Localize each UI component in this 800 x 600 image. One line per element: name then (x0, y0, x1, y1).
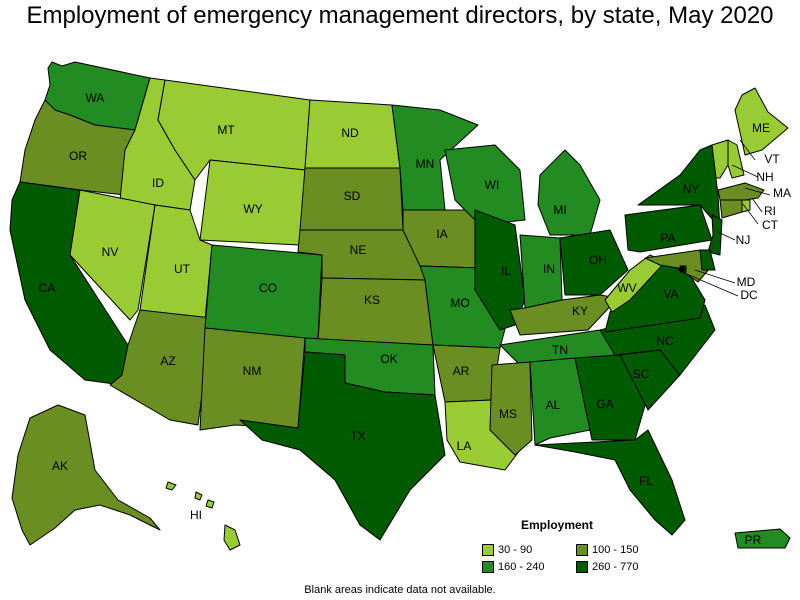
state-label-tn: TN (552, 343, 568, 357)
state-label-ny: NY (683, 182, 700, 196)
state-label-nv: NV (102, 245, 119, 259)
state-label-ca: CA (39, 281, 56, 295)
state-label-wi: WI (485, 178, 500, 192)
state-nv[interactable] (69, 189, 156, 321)
state-mi[interactable] (537, 149, 601, 236)
state-label-sc: SC (633, 367, 650, 381)
state-label-id: ID (152, 176, 164, 190)
state-label-vt: VT (764, 152, 780, 166)
state-label-ne: NE (350, 243, 367, 257)
state-label-pr: PR (745, 533, 762, 547)
state-de[interactable] (699, 249, 716, 271)
state-in[interactable] (519, 234, 563, 309)
state-label-ky: KY (572, 304, 588, 318)
legend-label: 160 - 240 (498, 561, 545, 573)
state-label-wv: WV (617, 281, 636, 295)
state-il[interactable] (474, 209, 526, 331)
state-al[interactable] (529, 357, 591, 446)
state-ri[interactable] (741, 199, 751, 213)
state-wi[interactable] (444, 144, 526, 226)
state-label-ct: CT (762, 218, 779, 232)
legend-label: 30 - 90 (498, 544, 533, 556)
legend-label: 260 - 770 (592, 561, 639, 573)
state-label-mn: MN (416, 157, 435, 171)
state-label-hi: HI (190, 508, 202, 522)
state-label-co: CO (259, 281, 277, 295)
state-ct[interactable] (719, 199, 743, 219)
state-label-nm: NM (243, 364, 262, 378)
state-nh[interactable] (727, 139, 745, 179)
state-label-nj: NJ (736, 233, 751, 247)
state-label-in: IN (543, 262, 555, 276)
state-label-ar: AR (453, 364, 470, 378)
dc-marker-dot (679, 266, 685, 272)
state-nj[interactable] (707, 214, 723, 256)
state-vt[interactable] (711, 139, 729, 179)
state-pr[interactable] (734, 528, 791, 549)
state-label-pa: PA (660, 231, 675, 245)
legend-swatch (576, 544, 588, 556)
legend-item: 260 - 770 (576, 561, 670, 573)
state-label-nh: NH (756, 170, 773, 184)
legend-swatch (482, 561, 494, 573)
state-me[interactable] (734, 87, 789, 156)
state-label-tx: TX (350, 429, 365, 443)
state-label-oh: OH (589, 253, 607, 267)
state-label-ri: RI (764, 204, 776, 218)
state-label-wa: WA (86, 91, 105, 105)
state-label-wy: WY (243, 202, 262, 216)
state-nc[interactable] (599, 304, 716, 376)
state-label-ms: MS (499, 407, 517, 421)
state-label-al: AL (546, 398, 561, 412)
state-label-il: IL (501, 264, 511, 278)
state-label-or: OR (69, 149, 87, 163)
state-hi[interactable] (165, 481, 241, 551)
state-pa[interactable] (624, 204, 713, 253)
state-ak[interactable] (11, 404, 161, 546)
state-label-ut: UT (174, 262, 191, 276)
state-ks[interactable] (317, 277, 434, 346)
legend-swatch (576, 561, 588, 573)
state-mn[interactable] (391, 104, 479, 211)
state-ms[interactable] (489, 361, 533, 456)
legend-title: Employment (520, 518, 593, 532)
state-label-fl: FL (639, 474, 653, 488)
state-label-va: VA (663, 287, 678, 301)
state-label-ia: IA (436, 227, 447, 241)
state-label-nd: ND (341, 126, 359, 140)
footer-note: Blank areas indicate data not available. (304, 584, 496, 596)
legend-label: 100 - 150 (592, 544, 639, 556)
state-nm[interactable] (199, 327, 306, 431)
legend: Employment 30 - 90 100 - 150 160 - 240 260 … (482, 518, 642, 573)
legend-item: 100 - 150 (576, 544, 670, 556)
state-label-dc: DC (740, 288, 758, 302)
map-title: Employment of emergency management direc… (26, 2, 774, 29)
state-label-ak: AK (52, 459, 68, 473)
state-label-mt: MT (217, 123, 235, 137)
state-ga[interactable] (574, 354, 649, 441)
state-label-mi: MI (553, 203, 566, 217)
state-label-md: MD (737, 275, 756, 289)
state-label-nc: NC (656, 334, 674, 348)
state-fl[interactable] (534, 429, 686, 536)
legend-item: 160 - 240 (482, 561, 576, 573)
state-label-mo: MO (450, 296, 469, 310)
legend-swatch (482, 544, 494, 556)
state-tx[interactable] (239, 351, 446, 541)
state-label-ks: KS (364, 293, 380, 307)
state-label-sd: SD (344, 189, 361, 203)
state-label-ok: OK (380, 352, 397, 366)
state-label-ga: GA (596, 397, 613, 411)
state-oh[interactable] (559, 229, 629, 296)
state-label-az: AZ (160, 354, 175, 368)
state-label-me: ME (752, 121, 770, 135)
state-label-la: LA (457, 439, 472, 453)
state-label-ma: MA (773, 186, 791, 200)
legend-item: 30 - 90 (482, 544, 576, 556)
